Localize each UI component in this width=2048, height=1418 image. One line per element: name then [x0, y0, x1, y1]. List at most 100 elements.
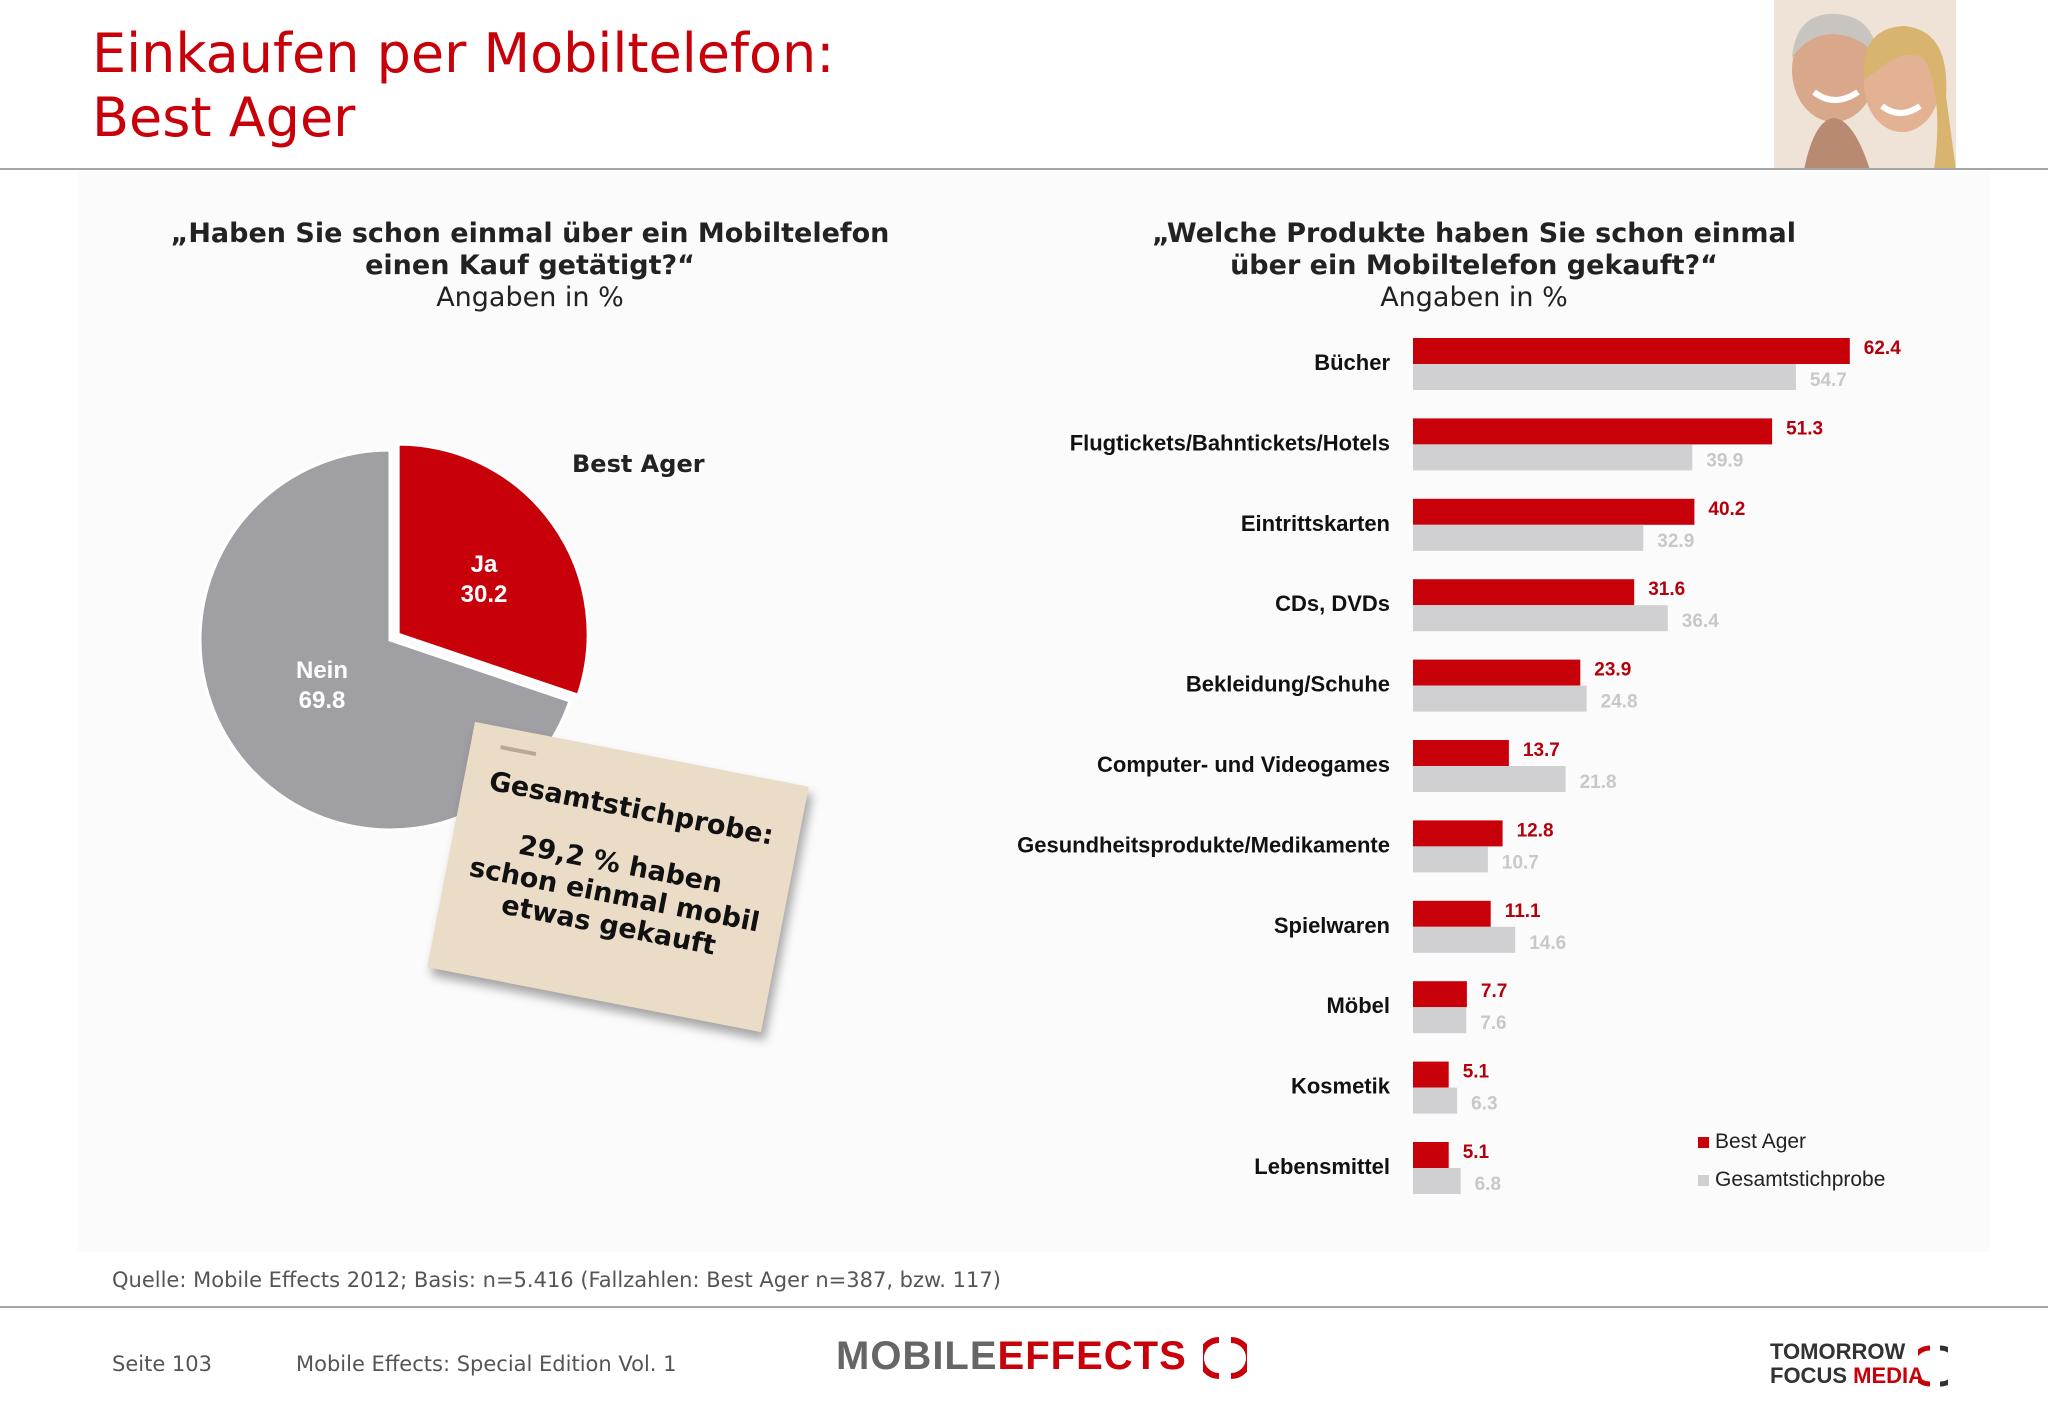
right-question-subtitle: Angaben in % [1380, 282, 1568, 313]
category-label: Bekleidung/Schuhe [1186, 672, 1390, 697]
pie-label-ja: Ja 30.2 [428, 550, 540, 610]
legend-item-best-ager: Best Ager [1698, 1130, 1885, 1160]
value-label-gesamtstichprobe: 6.8 [1475, 1174, 1501, 1195]
bar-best-ager [1413, 418, 1773, 445]
bar-best-ager [1413, 1061, 1449, 1088]
header-divider [0, 168, 2048, 170]
logo-tfm-focus: FOCUS [1770, 1363, 1854, 1388]
logo-text-effects: EFFECTS [997, 1334, 1187, 1378]
category-label: CDs, DVDs [1275, 591, 1390, 616]
category-label: Spielwaren [1274, 913, 1390, 938]
value-label-best-ager: 13.7 [1523, 740, 1560, 761]
bar-gesamtstichprobe [1413, 1087, 1458, 1114]
bar-best-ager [1413, 740, 1509, 766]
value-label-best-ager: 7.7 [1481, 981, 1507, 1002]
pie-slice-ja [396, 442, 590, 698]
value-label-gesamtstichprobe: 54.7 [1810, 370, 1847, 391]
bracket-logo-icon [1197, 1337, 1252, 1380]
bar-gesamtstichprobe [1413, 766, 1566, 792]
bar-gesamtstichprobe [1413, 524, 1644, 551]
page-title: Einkaufen per Mobiltelefon: Best Ager [92, 22, 834, 150]
left-question-line-2: einen Kauf getätigt?“ [365, 250, 695, 281]
bar-best-ager [1413, 820, 1503, 847]
bar-group: Bekleidung/Schuhe 23.9 24.8 [1186, 659, 1638, 713]
legend-label-gesamtstichprobe: Gesamtstichprobe [1715, 1168, 1886, 1191]
value-label-gesamtstichprobe: 24.8 [1601, 692, 1638, 713]
value-label-best-ager: 23.9 [1594, 660, 1631, 681]
value-label-gesamtstichprobe: 39.9 [1706, 450, 1743, 471]
bar-group: Möbel 7.7 7.6 [1326, 981, 1507, 1034]
bar-group: Lebensmittel 5.1 6.8 [1254, 1142, 1501, 1195]
title-line-1: Einkaufen per Mobiltelefon: [92, 22, 835, 85]
bar-gesamtstichprobe [1413, 685, 1587, 712]
value-label-gesamtstichprobe: 10.7 [1502, 852, 1539, 873]
category-label: Flugtickets/Bahntickets/Hotels [1070, 430, 1390, 455]
bar-group: Computer- und Videogames 13.7 21.8 [1097, 740, 1617, 793]
bar-gesamtstichprobe [1413, 1007, 1467, 1034]
pie-label-ja-value: 30.2 [460, 581, 508, 608]
pie-chart-title: Best Ager [572, 450, 705, 478]
bar-group: Spielwaren 11.1 14.6 [1274, 900, 1566, 954]
value-label-best-ager: 40.2 [1708, 499, 1745, 520]
bar-group: Eintrittskarten 40.2 32.9 [1241, 498, 1745, 552]
value-label-gesamtstichprobe: 7.6 [1480, 1013, 1506, 1034]
tfm-bracket-icon [1918, 1345, 1948, 1387]
value-label-gesamtstichprobe: 32.9 [1657, 531, 1694, 552]
bar-gesamtstichprobe [1413, 444, 1693, 471]
value-label-best-ager: 51.3 [1786, 418, 1823, 439]
couple-photo [1774, 0, 1956, 170]
category-label: Bücher [1314, 350, 1390, 375]
logo-text-mobile: MOBILE [836, 1334, 998, 1378]
pie-label-nein-name: Nein [295, 657, 348, 684]
mobile-effects-logo: MOBILEEFFECTS [836, 1334, 1252, 1380]
chart-legend: Best Ager Gesamtstichprobe [1698, 1130, 1885, 1206]
category-label: Computer- und Videogames [1097, 752, 1390, 777]
source-note: Quelle: Mobile Effects 2012; Basis: n=5.… [112, 1268, 1001, 1292]
value-label-gesamtstichprobe: 6.3 [1471, 1094, 1497, 1115]
category-label: Möbel [1326, 993, 1390, 1018]
legend-item-gesamtstichprobe: Gesamtstichprobe [1698, 1168, 1885, 1198]
bar-best-ager [1413, 981, 1467, 1008]
right-question-line-2: über ein Mobiltelefon gekauft?“ [1230, 250, 1718, 281]
bar-group: CDs, DVDs 31.6 36.4 [1275, 579, 1719, 632]
logo-tfm-line-1: TOMORROW [1770, 1339, 1906, 1364]
legend-swatch-gesamtstichprobe [1698, 1174, 1709, 1186]
publication-name: Mobile Effects: Special Edition Vol. 1 [296, 1352, 677, 1376]
bar-gesamtstichprobe [1413, 364, 1796, 390]
category-label: Eintrittskarten [1241, 511, 1390, 536]
value-label-best-ager: 5.1 [1463, 1142, 1490, 1163]
value-label-best-ager: 62.4 [1864, 338, 1901, 359]
category-label: Gesundheitsprodukte/Medikamente [1017, 832, 1390, 857]
bar-best-ager [1413, 579, 1635, 606]
bar-group: Bücher 62.4 54.7 [1314, 338, 1901, 391]
legend-swatch-best-ager [1698, 1136, 1709, 1148]
bar-best-ager [1413, 498, 1695, 525]
value-label-best-ager: 11.1 [1505, 901, 1541, 922]
tomorrow-focus-media-logo: TOMORROW FOCUS MEDIA [1770, 1339, 1948, 1388]
page-number: Seite 103 [112, 1352, 212, 1376]
legend-label-best-ager: Best Ager [1715, 1130, 1807, 1153]
bar-gesamtstichprobe [1413, 605, 1668, 632]
bar-gesamtstichprobe [1413, 846, 1488, 873]
value-label-gesamtstichprobe: 21.8 [1580, 772, 1617, 793]
category-label: Kosmetik [1291, 1074, 1391, 1099]
bar-group: Kosmetik 5.1 6.3 [1291, 1061, 1498, 1115]
bar-gesamtstichprobe [1413, 926, 1516, 953]
pie-label-nein: Nein 69.8 [266, 656, 378, 716]
logo-tfm-media: MEDIA [1853, 1363, 1925, 1388]
value-label-best-ager: 31.6 [1648, 579, 1685, 600]
left-question: „Haben Sie schon einmal über ein Mobilte… [130, 218, 930, 314]
value-label-gesamtstichprobe: 36.4 [1682, 611, 1719, 632]
left-question-subtitle: Angaben in % [436, 282, 624, 313]
pie-label-ja-name: Ja [470, 551, 498, 578]
bar-group: Gesundheitsprodukte/Medikamente 12.8 10.7 [1017, 820, 1554, 873]
bar-best-ager [1413, 338, 1850, 364]
category-label: Lebensmittel [1254, 1154, 1390, 1179]
bar-group: Flugtickets/Bahntickets/Hotels 51.3 39.9 [1070, 418, 1823, 471]
bar-best-ager [1413, 1142, 1449, 1168]
right-question-line-1: „Welche Produkte haben Sie schon einmal [1152, 218, 1796, 249]
value-label-best-ager: 12.8 [1517, 820, 1554, 841]
title-line-2: Best Ager [92, 86, 356, 149]
right-question: „Welche Produkte haben Sie schon einmal … [1074, 218, 1874, 314]
